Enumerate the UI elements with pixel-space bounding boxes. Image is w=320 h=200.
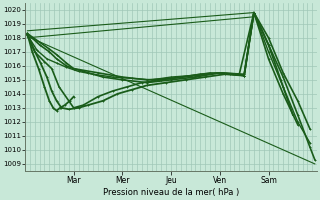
X-axis label: Pression niveau de la mer( hPa ): Pression niveau de la mer( hPa ) [103, 188, 239, 197]
